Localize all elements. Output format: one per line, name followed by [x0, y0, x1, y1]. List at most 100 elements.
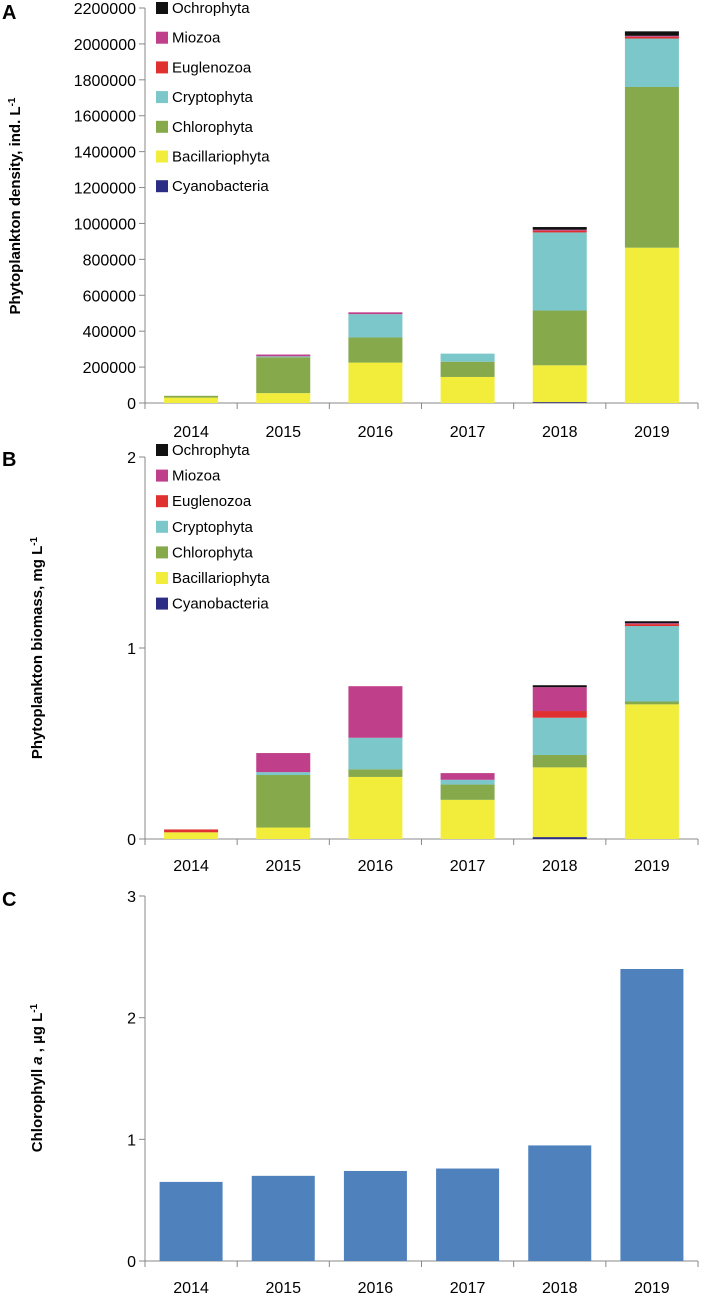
panel-a-y-tick-label: 400000: [83, 324, 136, 341]
panel-a-bar-bacillariophyta-2015: [256, 393, 311, 403]
panel-b-legend-swatch-chlorophyta: [156, 546, 168, 559]
panel-a-legend-swatch-chlorophyta: [156, 120, 168, 133]
panel-a-bar-cryptophyta-2015: [256, 356, 311, 358]
panel-a-legend-swatch-cryptophyta: [156, 91, 168, 104]
panel-b-bar-chlorophyta-2017: [440, 784, 495, 800]
panel-a-bar-cryptophyta-2018: [532, 232, 587, 311]
panel-c-y-tick-label: 3: [127, 889, 136, 906]
panel-c-bar-chlorophyll-a-2018: [528, 1145, 592, 1261]
panel-c-y-tick-label: 2: [127, 1011, 136, 1028]
panel-b-x-tick-label: 2018: [542, 858, 578, 875]
panel-a-legend-label-cyanobacteria: Cyanobacteria: [172, 178, 269, 195]
panel-c-bar-chlorophyll-a-2015: [251, 1175, 315, 1261]
panel-c-letter: C: [2, 889, 16, 911]
panel-a-legend-swatch-miozoa: [156, 31, 168, 44]
panel-a-bar-cryptophyta-2016: [348, 314, 403, 338]
panel-a-bar-ochrophyta-2019: [624, 31, 679, 36]
panel-b-bar-cryptophyta-2019: [624, 626, 679, 702]
panel-b-y-tick-label: 1: [127, 641, 136, 658]
panel-a-bar-ochrophyta-2018: [532, 227, 587, 230]
panel-b-x-tick-label: 2014: [173, 858, 209, 875]
panel-c-bar-chlorophyll-a-2019: [620, 969, 684, 1261]
panel-c-x-tick-label: 2014: [173, 1280, 209, 1297]
panel-b-legend-label-bacillariophyta: Bacillariophyta: [172, 570, 270, 587]
panel-a-y-tick-label: 1800000: [74, 73, 136, 90]
panel-c-x-tick-label: 2017: [450, 1280, 486, 1297]
panel-a-bar-miozoa-2016: [348, 312, 403, 315]
panel-b-bar-cryptophyta-2015: [256, 772, 311, 776]
panel-b-bar-chlorophyta-2018: [532, 754, 587, 768]
panel-a-y-tick-label: 800000: [83, 252, 136, 269]
panel-b-legend-label-cyanobacteria: Cyanobacteria: [172, 596, 269, 613]
panel-b-legend-label-cryptophyta: Cryptophyta: [172, 519, 254, 536]
panel-a-y-tick-label: 1200000: [74, 181, 136, 198]
panel-b-bar-euglenozoa-2014: [164, 829, 219, 833]
panel-b-y-tick-label: 2: [127, 450, 136, 467]
panel-b-bar-cryptophyta-2018: [532, 717, 587, 755]
panel-b-biomass-chart: 0 1 2 2014 2015 2016 2017 2018 2019 Phytoplankton…: [29, 442, 699, 875]
panel-a-bar-cryptophyta-2017: [440, 353, 495, 362]
panel-c-y-tick-label: 0: [127, 1254, 136, 1271]
panel-b-bar-miozoa-2019: [624, 623, 679, 625]
panel-a-x-tick-label: 2015: [265, 424, 301, 441]
panel-a-bar-euglenozoa-2019: [624, 36, 679, 39]
panel-b-bar-ochrophyta-2019: [624, 621, 679, 624]
panel-a-legend-label-cryptophyta: Cryptophyta: [172, 89, 254, 106]
panel-a-bar-bacillariophyta-2016: [348, 362, 403, 403]
panel-a-x-tick-label: 2019: [634, 424, 670, 441]
panel-b-x-tick-label: 2017: [450, 858, 486, 875]
panel-b-bar-cryptophyta-2017: [440, 779, 495, 785]
panel-b-legend-label-miozoa: Miozoa: [172, 468, 221, 485]
panel-a-legend-swatch-ochrophyta: [156, 2, 168, 14]
panel-b-bar-euglenozoa-2019: [624, 624, 679, 627]
panel-b-legend-swatch-cryptophyta: [156, 520, 168, 533]
panel-a-y-tick-label: 1000000: [74, 216, 136, 233]
panel-b-x-tick-label: 2015: [265, 858, 301, 875]
panel-c-bar-chlorophyll-a-2017: [436, 1168, 500, 1261]
panel-a-legend-label-ochrophyta: Ochrophyta: [172, 0, 250, 17]
panel-a-bar-chlorophyta-2017: [440, 361, 495, 377]
panel-a-y-tick-label: 1400000: [74, 145, 136, 162]
panel-a-bar-miozoa-2018: [532, 229, 587, 231]
panel-a-bar-chlorophyta-2016: [348, 337, 403, 363]
panel-b-x-tick-label: 2019: [634, 858, 670, 875]
panel-b-letter: B: [2, 449, 16, 471]
panel-b-bar-bacillariophyta-2019: [624, 704, 679, 839]
panel-a-x-tick-label: 2018: [542, 424, 578, 441]
panel-b-legend-swatch-cyanobacteria: [156, 597, 168, 610]
panel-a-y-tick-label: 0: [127, 396, 136, 413]
panel-a-y-tick-label: 2200000: [74, 1, 136, 18]
panel-b-y-axis-label: Phytoplankton biomass, mg L-1: [29, 536, 47, 759]
panel-a-bar-bacillariophyta-2017: [440, 376, 495, 403]
panel-c-chlorophyll-chart: 0 1 2 3 2014 2015 2016 2017 2018 2019 Chlorophyll …: [29, 889, 699, 1297]
panel-a-legend-label-euglenozoa: Euglenozoa: [172, 59, 252, 76]
panel-b-bar-miozoa-2017: [440, 773, 495, 780]
panel-a-bar-miozoa-2015: [256, 354, 311, 357]
panel-b-legend-label-ochrophyta: Ochrophyta: [172, 442, 250, 459]
panel-a-bar-bacillariophyta-2018: [532, 365, 587, 403]
panel-b-bar-chlorophyta-2015: [256, 775, 311, 828]
panel-c-y-axis-label: Chlorophyll a , µg L-1: [29, 1003, 47, 1152]
panel-a-y-tick-label: 200000: [83, 360, 136, 377]
panel-a-x-tick-label: 2016: [358, 424, 394, 441]
panel-a-bar-cyanobacteria-2018: [532, 402, 587, 403]
panel-b-legend-label-euglenozoa: Euglenozoa: [172, 493, 252, 510]
panel-c-x-tick-label: 2015: [265, 1280, 301, 1297]
panel-a-x-tick-label: 2014: [173, 424, 209, 441]
panel-b-bar-chlorophyta-2016: [348, 769, 403, 777]
panel-c-bar-chlorophyll-a-2016: [343, 1170, 407, 1261]
panel-b-bar-bacillariophyta-2017: [440, 799, 495, 839]
panel-a-density-chart: 0 200000 400000 600000 800000 1000000 1200000 1…: [7, 0, 699, 441]
panel-a-bar-chlorophyta-2014: [164, 395, 219, 398]
panel-a-bar-bacillariophyta-2019: [624, 247, 679, 403]
panel-a-legend-swatch-cyanobacteria: [156, 180, 168, 193]
panel-a-bar-chlorophyta-2015: [256, 357, 311, 394]
panel-a-legend-label-miozoa: Miozoa: [172, 30, 221, 47]
panel-c-x-tick-label: 2016: [358, 1280, 394, 1297]
panel-a-bar-cryptophyta-2019: [624, 38, 679, 87]
panel-a-y-tick-label: 1600000: [74, 109, 136, 126]
panel-b-bar-bacillariophyta-2018: [532, 767, 587, 838]
panel-a-legend-swatch-bacillariophyta: [156, 150, 168, 163]
panel-b-legend-label-chlorophyta: Chlorophyta: [172, 544, 254, 561]
